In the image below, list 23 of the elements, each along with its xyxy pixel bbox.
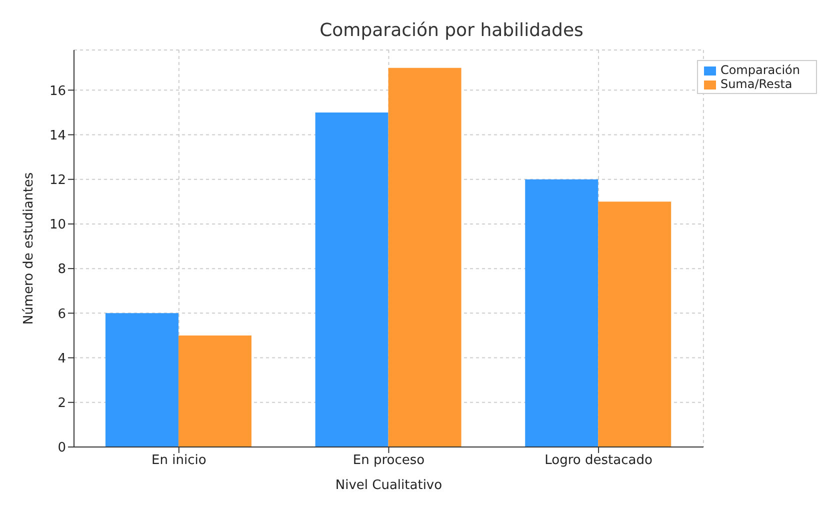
- bar: [105, 313, 178, 447]
- y-tick-label: 12: [49, 172, 66, 188]
- x-tick-label: En proceso: [352, 453, 425, 468]
- y-tick-label: 6: [58, 306, 66, 322]
- y-tick-label: 0: [58, 440, 66, 456]
- y-tick-label: 10: [49, 218, 66, 233]
- x-tick-label: Logro destacado: [544, 453, 652, 468]
- y-tick-label: 8: [58, 262, 66, 278]
- x-axis-title: Nivel Cualitativo: [335, 478, 442, 493]
- y-tick-label: 2: [58, 396, 66, 412]
- bar: [178, 335, 252, 447]
- x-tick-label: En inicio: [152, 453, 206, 468]
- legend-label: Comparación: [720, 63, 800, 77]
- bar: [598, 202, 672, 447]
- y-tick-label: 14: [49, 128, 66, 144]
- legend-label: Suma/Resta: [720, 77, 792, 91]
- bar: [525, 179, 598, 447]
- bar: [388, 68, 462, 447]
- bar: [315, 112, 388, 447]
- y-tick-label: 4: [58, 351, 66, 366]
- y-axis-title: Número de estudiantes: [22, 172, 37, 325]
- chart-title: Comparación por habilidades: [320, 20, 584, 41]
- y-tick-label: 16: [49, 84, 66, 99]
